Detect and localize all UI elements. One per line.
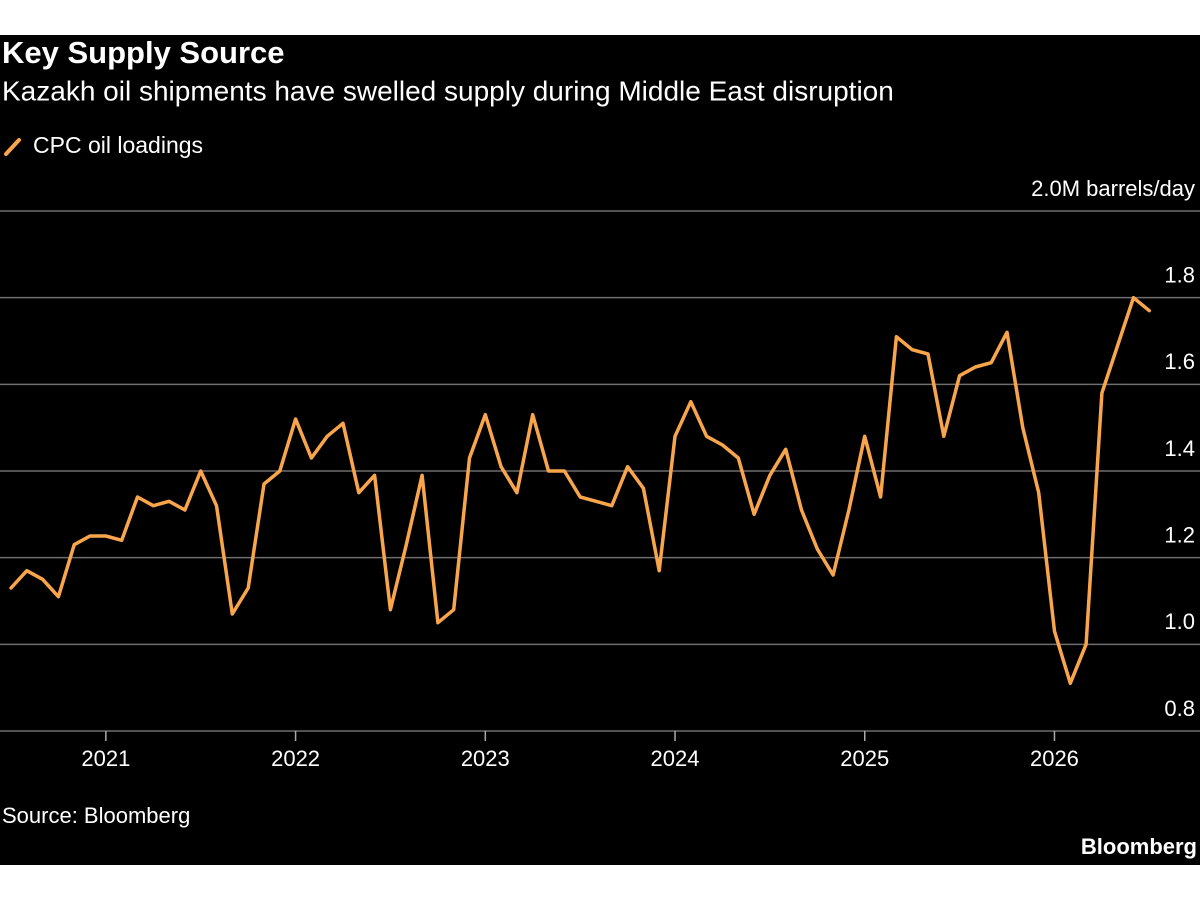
- y-tick-label: 1.0: [1164, 609, 1195, 634]
- y-tick-label: 1.6: [1164, 349, 1195, 374]
- x-tick-label: 2022: [271, 746, 320, 771]
- x-tick-label: 2024: [651, 746, 700, 771]
- y-tick-label: 1.2: [1164, 522, 1195, 547]
- y-tick-label: 1.8: [1164, 262, 1195, 287]
- chart-subtitle: Kazakh oil shipments have swelled supply…: [2, 75, 894, 106]
- source-note: Source: Bloomberg: [2, 803, 190, 828]
- brand-credit: Bloomberg: [1081, 834, 1197, 859]
- chart-background: [0, 35, 1200, 865]
- chart-title: Key Supply Source: [2, 35, 285, 70]
- x-tick-label: 2025: [840, 746, 889, 771]
- x-tick-label: 2026: [1030, 746, 1079, 771]
- y-tick-label: 1.4: [1164, 436, 1195, 461]
- x-tick-label: 2023: [461, 746, 510, 771]
- legend-swatch: [4, 138, 21, 156]
- x-tick-label: 2021: [81, 746, 130, 771]
- y-tick-label: 2.0M barrels/day: [1031, 176, 1195, 201]
- data-line: [9, 295, 1152, 686]
- legend-label: CPC oil loadings: [33, 132, 203, 158]
- y-tick-label: 0.8: [1164, 696, 1195, 721]
